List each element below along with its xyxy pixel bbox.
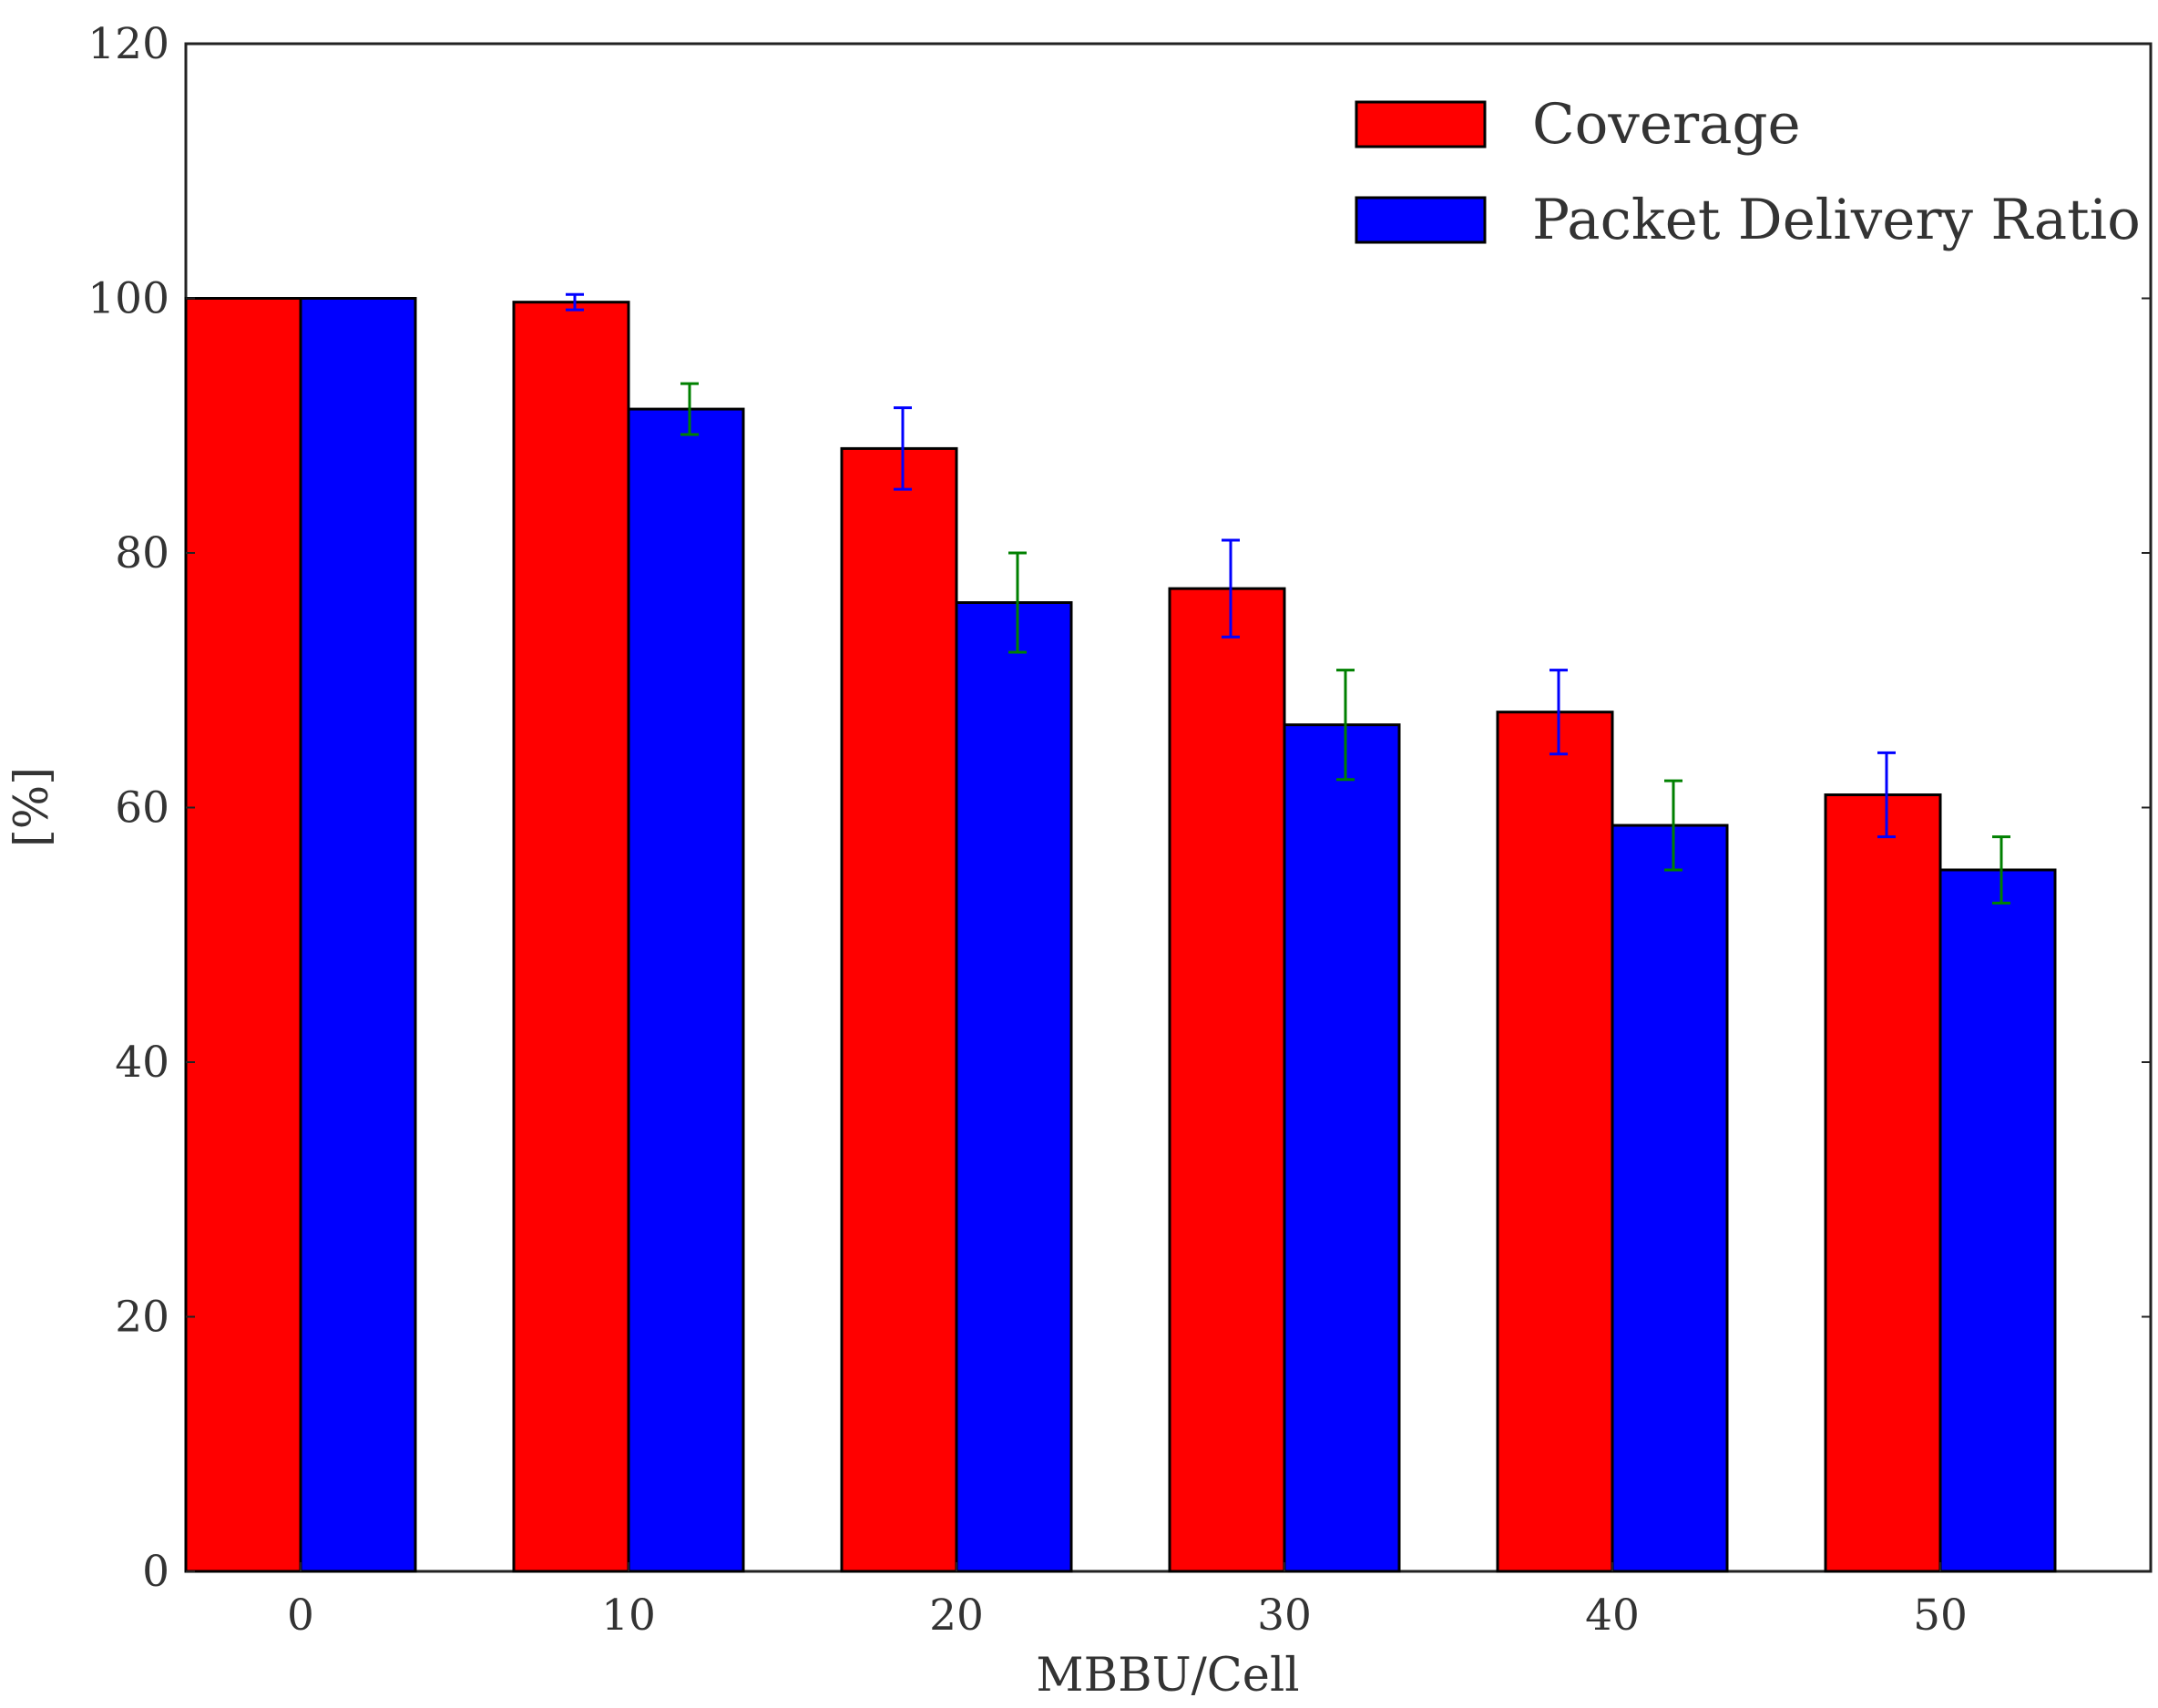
error-bars: [566, 292, 2010, 905]
bar-coverage-20: [840, 446, 958, 1573]
bar-coverage-40: [1496, 711, 1614, 1573]
bar-packet-delivery-ratio-30: [1283, 723, 1401, 1573]
error-bar-coverage-10: [566, 292, 584, 312]
error-bar-packet-delivery-ratio-40: [1664, 779, 1682, 872]
bar-packet-delivery-ratio-40: [1611, 823, 1729, 1573]
y-tick-label: 20: [115, 1293, 169, 1343]
y-tick-label: 80: [115, 528, 169, 578]
error-bar-packet-delivery-ratio-50: [1992, 835, 2010, 905]
bar-coverage-50: [1824, 793, 1942, 1573]
y-tick-label: 100: [87, 274, 169, 324]
bars: [184, 297, 2057, 1573]
error-bar-coverage-50: [1877, 751, 1896, 839]
error-bar-coverage-40: [1549, 669, 1568, 756]
x-tick-label: 0: [287, 1590, 314, 1641]
x-tick-label: 10: [601, 1590, 656, 1641]
x-tick-label: 30: [1257, 1590, 1312, 1641]
legend-label-coverage: Coverage: [1532, 92, 1801, 157]
legend-swatch-packet-delivery-ratio: [1355, 196, 1487, 244]
y-tick-label: 40: [115, 1038, 169, 1088]
y-axis-ticks: 0 20 40 60 80 100 120: [87, 19, 2151, 1597]
x-tick-label: 20: [929, 1590, 984, 1641]
bar-packet-delivery-ratio-20: [955, 601, 1073, 1573]
error-bar-coverage-20: [894, 406, 912, 491]
x-axis-ticks: 0 10 20 30 40 50: [287, 1562, 1968, 1641]
legend-swatch-coverage: [1355, 100, 1487, 148]
bar-coverage-30: [1168, 587, 1286, 1573]
legend-label-packet-delivery-ratio: Packet Delivery Ratio: [1532, 188, 2141, 252]
x-axis-label: MBBU/Cell: [1036, 1649, 1299, 1703]
y-tick-label: 0: [142, 1547, 169, 1597]
error-bar-coverage-30: [1222, 538, 1240, 639]
bar-packet-delivery-ratio-10: [627, 407, 745, 1573]
y-tick-label: 60: [115, 783, 169, 834]
x-tick-label: 50: [1913, 1590, 1968, 1641]
x-tick-label: 40: [1585, 1590, 1640, 1641]
bar-packet-delivery-ratio-0: [299, 297, 417, 1573]
y-axis-label: [%]: [5, 767, 59, 847]
error-bar-packet-delivery-ratio-20: [1008, 551, 1027, 654]
bar-packet-delivery-ratio-50: [1938, 868, 2057, 1573]
error-bar-packet-delivery-ratio-10: [680, 382, 699, 436]
legend: Coverage Packet Delivery Ratio: [1355, 92, 2141, 252]
bar-coverage-0: [184, 297, 302, 1573]
y-tick-label: 120: [87, 19, 169, 69]
error-bar-packet-delivery-ratio-30: [1336, 669, 1355, 782]
bar-coverage-10: [512, 301, 630, 1573]
